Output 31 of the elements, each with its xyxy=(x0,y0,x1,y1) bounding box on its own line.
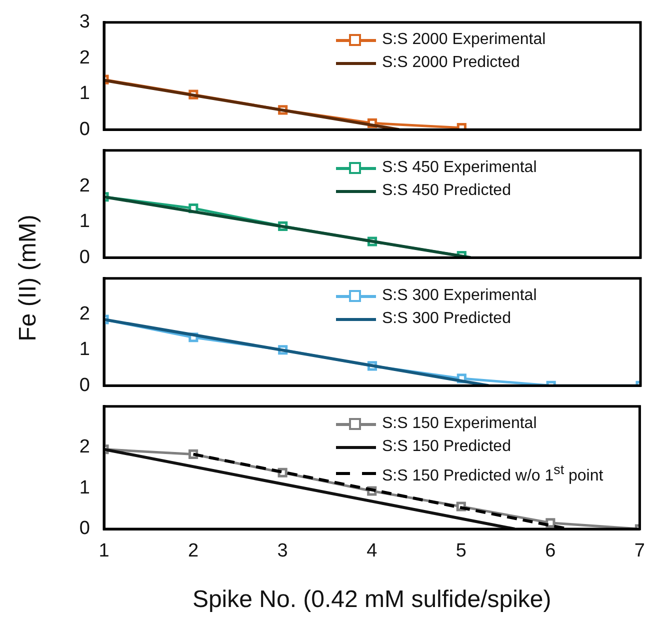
x-tick-label: 1 xyxy=(98,540,110,562)
y-tick-label: 3 xyxy=(79,11,90,32)
legend-label: S:S 2000 Experimental xyxy=(382,30,546,50)
y-tick-label: 1 xyxy=(79,210,90,232)
legend-label: S:S 450 Predicted xyxy=(382,181,511,201)
legend-label: S:S 300 Experimental xyxy=(382,286,537,306)
x-tick-label: 6 xyxy=(545,540,556,562)
legend-label: S:S 300 Predicted xyxy=(382,309,511,329)
y-tick-label: 1 xyxy=(79,476,90,498)
x-tick-label: 5 xyxy=(456,540,466,562)
y-tick-label: 2 xyxy=(79,174,90,196)
legend-label: S:S 450 Experimental xyxy=(382,158,537,178)
x-tick-label: 2 xyxy=(188,540,199,562)
y-tick-label: 2 xyxy=(79,46,90,68)
y-tick-label: 2 xyxy=(79,436,90,458)
y-tick-label: 0 xyxy=(79,118,90,140)
y-tick-label: 1 xyxy=(79,338,90,360)
x-tick-label: 4 xyxy=(366,540,378,562)
y-tick-label: 0 xyxy=(79,518,90,539)
legend-label: S:S 150 Predicted w/o 1$^{st}$ point xyxy=(382,461,604,486)
y-axis-title: Fe (II) (mM) xyxy=(14,214,42,342)
y-tick-label: 0 xyxy=(79,374,90,396)
x-tick-label: 7 xyxy=(634,540,646,562)
y-tick-label: 1 xyxy=(79,82,90,104)
x-axis-title: Spike No. (0.42 mM sulfide/spike) xyxy=(192,586,552,613)
y-tick-label: 0 xyxy=(79,246,90,268)
legend-label: S:S 2000 Predicted xyxy=(382,53,520,73)
x-tick-label: 3 xyxy=(277,540,288,562)
y-tick-label: 2 xyxy=(79,302,90,324)
legend-label: S:S 150 Predicted xyxy=(382,437,511,457)
legend-label: S:S 150 Experimental xyxy=(382,414,537,434)
